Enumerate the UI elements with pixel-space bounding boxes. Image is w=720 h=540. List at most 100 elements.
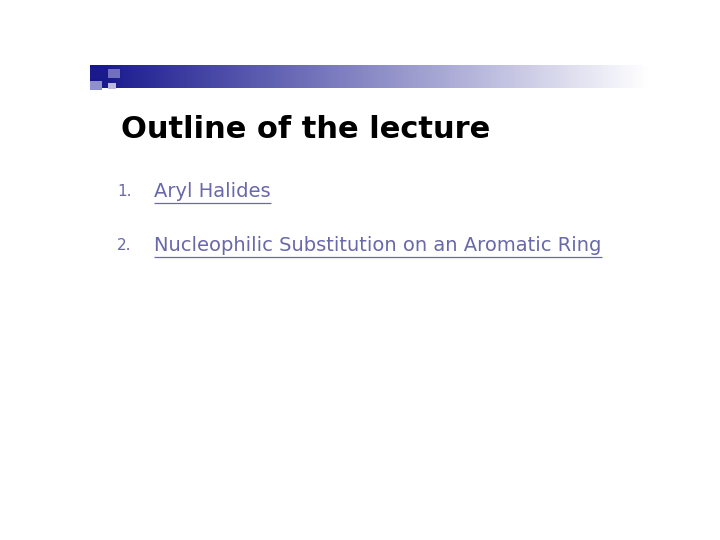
Bar [496, 65, 498, 87]
Bar [383, 65, 385, 87]
Bar [514, 65, 516, 87]
Bar [438, 65, 441, 87]
Text: Aryl Halides: Aryl Halides [154, 182, 271, 201]
Bar [464, 65, 467, 87]
Bar [580, 65, 582, 87]
Bar [346, 65, 348, 87]
Bar [505, 65, 508, 87]
Bar [433, 65, 436, 87]
Bar [157, 65, 159, 87]
Bar [547, 65, 550, 87]
Bar [498, 65, 500, 87]
Bar [405, 65, 408, 87]
Bar [461, 65, 464, 87]
Bar [542, 65, 544, 87]
Bar [422, 65, 425, 87]
Bar [550, 65, 553, 87]
Bar [431, 65, 433, 87]
Bar [386, 65, 388, 87]
Bar [373, 65, 376, 87]
Bar [215, 65, 218, 87]
Bar [578, 65, 581, 87]
Bar [395, 65, 398, 87]
Bar [538, 65, 540, 87]
Bar [169, 65, 172, 87]
Bar [567, 65, 570, 87]
Bar [189, 65, 192, 87]
Bar [221, 65, 224, 87]
Bar [366, 65, 369, 87]
Bar [253, 65, 256, 87]
Bar [186, 65, 189, 87]
Bar [563, 65, 565, 87]
Bar [602, 65, 605, 87]
Bar [556, 65, 559, 87]
Bar [266, 65, 269, 87]
Bar [549, 65, 552, 87]
Bar [99, 65, 101, 87]
Bar [315, 65, 317, 87]
Bar [624, 65, 627, 87]
Bar [330, 65, 333, 87]
Bar [508, 65, 511, 87]
Bar [379, 65, 382, 87]
Bar [518, 65, 521, 87]
Bar [91, 65, 94, 87]
Bar [401, 65, 404, 87]
Bar [222, 65, 225, 87]
Bar [546, 65, 549, 87]
Bar [276, 65, 278, 87]
Bar [295, 65, 297, 87]
Bar [447, 65, 449, 87]
Bar [166, 65, 168, 87]
Bar [210, 65, 212, 87]
Bar [322, 65, 324, 87]
Bar [413, 65, 415, 87]
Bar [130, 65, 133, 87]
Bar [325, 65, 328, 87]
Bar [404, 65, 406, 87]
Bar [392, 65, 395, 87]
Bar [324, 65, 327, 87]
Bar [500, 65, 503, 87]
Bar [270, 65, 272, 87]
Bar [192, 65, 194, 87]
Bar [206, 65, 208, 87]
Bar [450, 65, 452, 87]
Bar [636, 65, 638, 87]
Bar [358, 65, 360, 87]
Bar [143, 65, 145, 87]
Bar [513, 65, 516, 87]
Bar [569, 65, 571, 87]
Bar [419, 65, 422, 87]
Bar [340, 65, 342, 87]
Bar [284, 65, 287, 87]
Bar [90, 65, 92, 87]
Bar [161, 65, 163, 87]
Bar [245, 65, 248, 87]
Bar [482, 65, 485, 87]
Bar [376, 65, 379, 87]
Bar [258, 65, 261, 87]
Bar [585, 65, 588, 87]
Bar [164, 65, 166, 87]
Bar [100, 65, 102, 87]
Bar [151, 65, 154, 87]
Bar [402, 65, 405, 87]
Bar [581, 65, 583, 87]
Bar [102, 65, 105, 87]
Bar [426, 65, 428, 87]
Bar [282, 65, 285, 87]
Bar [639, 65, 642, 87]
Bar [124, 65, 126, 87]
Bar [333, 65, 336, 87]
Bar [288, 65, 291, 87]
Bar [459, 65, 462, 87]
Bar [355, 65, 358, 87]
Bar [361, 65, 363, 87]
Bar [539, 65, 541, 87]
Bar [380, 65, 382, 87]
Bar [331, 65, 334, 87]
Bar [255, 65, 257, 87]
Bar [343, 65, 345, 87]
